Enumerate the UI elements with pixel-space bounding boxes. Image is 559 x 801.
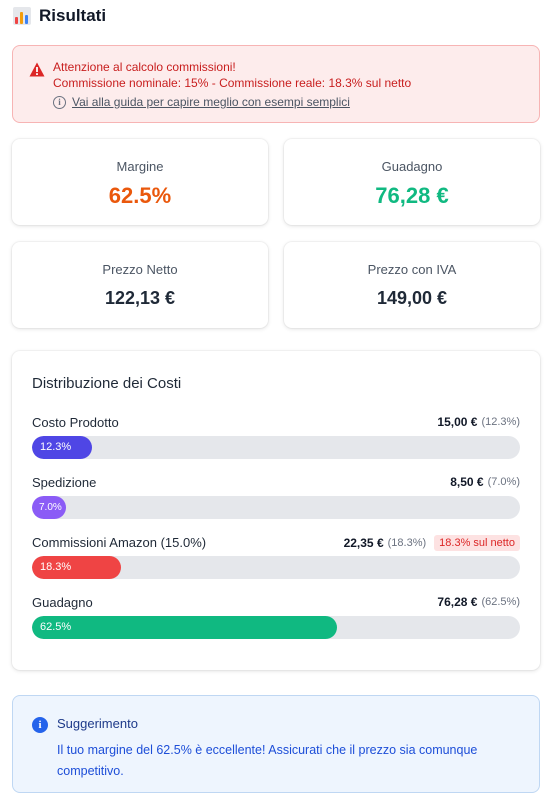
alert-title: Attenzione al calcolo commissioni! xyxy=(53,60,236,74)
progress-fill: 62.5% xyxy=(32,616,337,639)
commission-alert: Attenzione al calcolo commissioni! Commi… xyxy=(12,45,540,123)
row-percent: (12.3%) xyxy=(481,416,520,428)
margin-card: Margine 62.5% xyxy=(12,139,268,225)
suggestion-title: Suggerimento xyxy=(57,716,138,731)
results-header: Risultati xyxy=(13,4,106,28)
info-icon: i xyxy=(32,717,48,733)
distribution-title: Distribuzione dei Costi xyxy=(32,375,182,392)
profit-card: Guadagno 76,28 € xyxy=(284,139,540,225)
row-percent: (18.3%) xyxy=(387,537,427,549)
page-title: Risultati xyxy=(39,6,107,25)
vat-price-value: 149,00 € xyxy=(376,288,448,308)
net-commission-badge: 18.3% sul netto xyxy=(434,535,520,551)
net-price-card: Prezzo Netto 122,13 € xyxy=(12,242,268,328)
margin-label: Margine xyxy=(116,159,164,174)
cost-distribution-panel: Distribuzione dei Costi Costo Prodotto 1… xyxy=(12,351,540,670)
row-amount: 8,50 € xyxy=(450,475,484,489)
net-price-value: 122,13 € xyxy=(104,288,176,308)
progress-track: 18.3% xyxy=(32,556,520,579)
guide-link[interactable]: i Vai alla guida per capire meglio con e… xyxy=(53,95,350,109)
row-label: Guadagno xyxy=(32,595,93,610)
profit-value: 76,28 € xyxy=(375,183,449,208)
progress-fill: 7.0% xyxy=(32,496,67,519)
progress-track: 62.5% xyxy=(32,616,520,639)
row-amount-group: 15,00 € (12.3%) xyxy=(437,415,520,429)
progress-track: 12.3% xyxy=(32,436,520,459)
row-amount-group: 8,50 € (7.0%) xyxy=(450,475,520,489)
row-label: Commissioni Amazon (15.0%) xyxy=(32,535,207,550)
row-percent: (62.5%) xyxy=(481,596,520,608)
row-label: Costo Prodotto xyxy=(32,415,119,430)
profit-label: Guadagno xyxy=(381,159,443,174)
row-amount: 22,35 € xyxy=(343,536,384,550)
progress-track: 7.0% xyxy=(32,496,520,519)
row-amount-group: 76,28 € (62.5%) xyxy=(437,595,520,609)
row-label: Spedizione xyxy=(32,475,97,490)
suggestion-text: Il tuo margine del 62.5% è eccellente! A… xyxy=(57,743,478,778)
info-outline-icon: i xyxy=(53,95,66,109)
progress-fill: 12.3% xyxy=(32,436,93,459)
net-price-label: Prezzo Netto xyxy=(102,262,178,277)
suggestion-box: i Suggerimento Il tuo margine del 62.5% … xyxy=(12,695,540,793)
guide-link-text[interactable]: Vai alla guida per capire meglio con ese… xyxy=(72,95,350,109)
alert-detail: Commissione nominale: 15% - Commissione … xyxy=(53,76,412,90)
row-amount: 15,00 € xyxy=(437,415,478,429)
row-amount-group: 22,35 € (18.3%) 18.3% sul netto xyxy=(344,535,520,551)
vat-price-label: Prezzo con IVA xyxy=(367,262,457,277)
row-amount: 76,28 € xyxy=(437,595,478,609)
warning-icon xyxy=(29,62,45,77)
row-percent: (7.0%) xyxy=(487,476,520,488)
vat-price-card: Prezzo con IVA 149,00 € xyxy=(284,242,540,328)
bar-chart-icon xyxy=(13,7,31,25)
progress-fill: 18.3% xyxy=(32,556,122,579)
margin-value: 62.5% xyxy=(108,183,172,208)
